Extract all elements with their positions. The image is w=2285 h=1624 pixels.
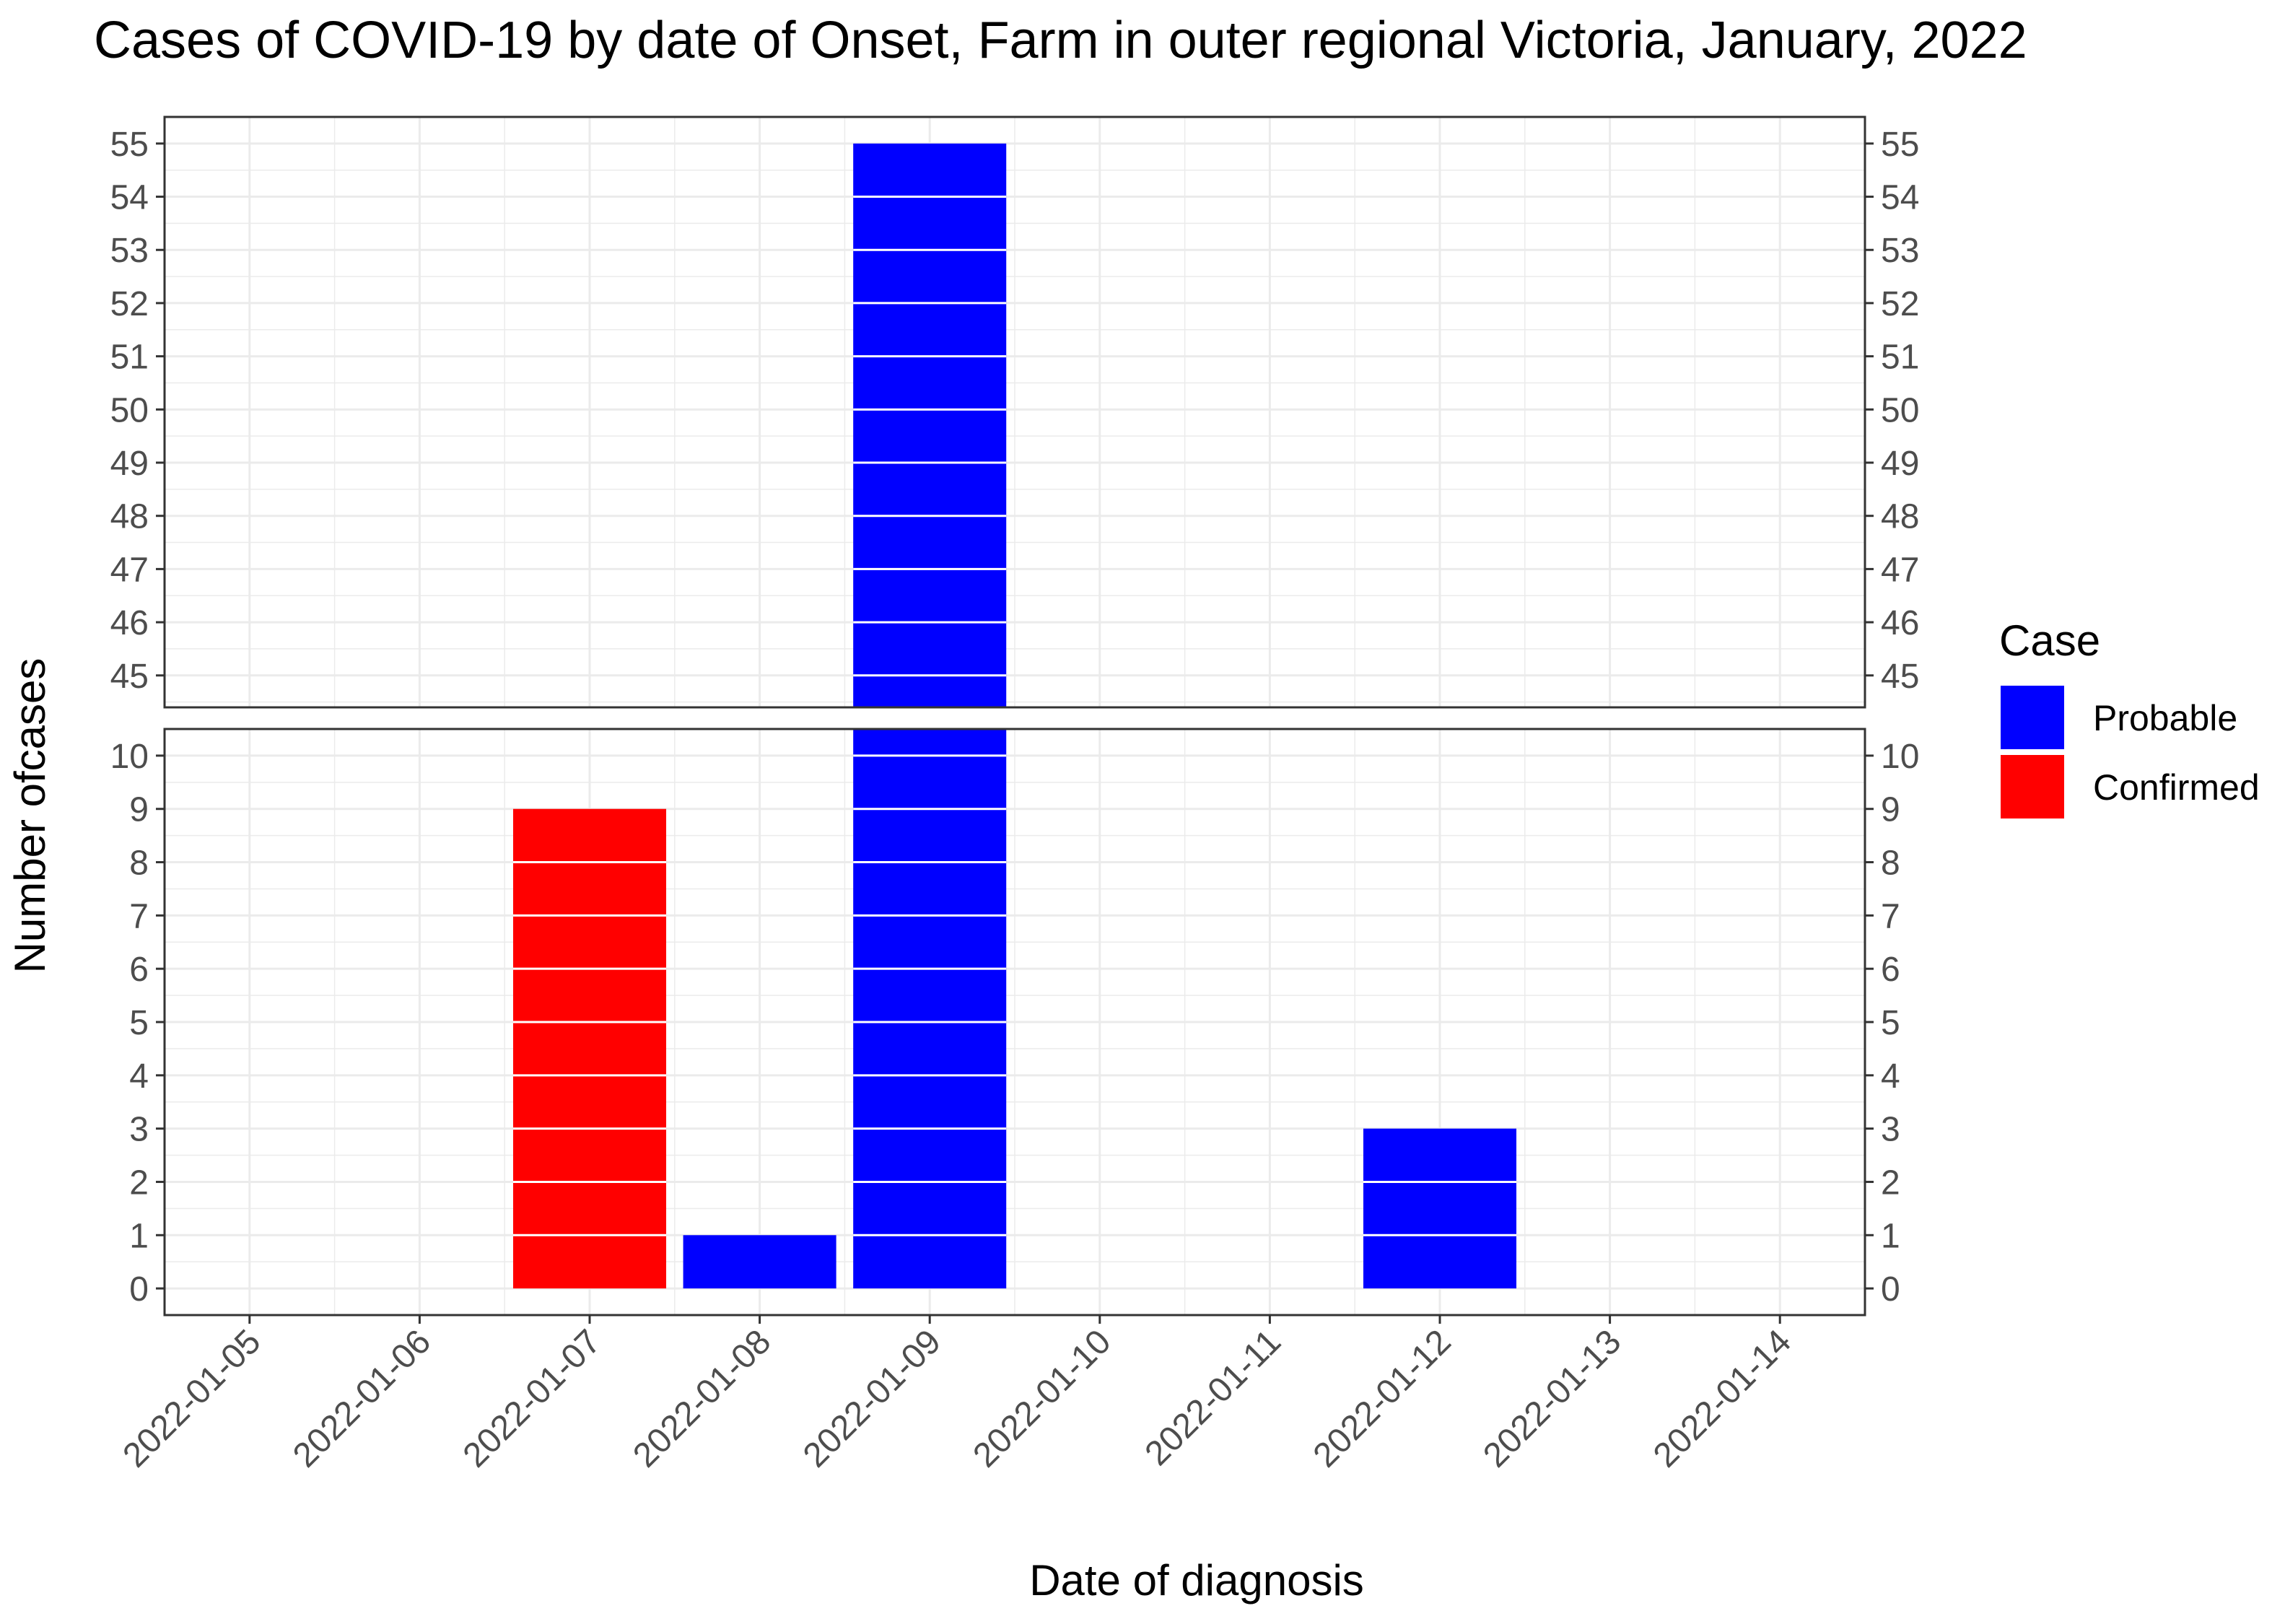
y-tick-label-left: 48 bbox=[110, 498, 149, 536]
legend: Case Probable Confirmed bbox=[1999, 616, 2260, 818]
bar-confirmed bbox=[512, 808, 667, 1289]
x-axis-ticks: 2022-01-05 2022-01-06 2022-01-07 2022-01-08… bbox=[115, 1315, 1799, 1475]
legend-items: Probable Confirmed bbox=[2001, 686, 2260, 818]
upper-panel bbox=[165, 116, 1865, 707]
y-tick-label-right: 52 bbox=[1881, 285, 1919, 323]
x-tick-label: 2022-01-08 bbox=[626, 1322, 778, 1475]
y-tick-label-left: 8 bbox=[129, 844, 149, 883]
y-tick-label-left: 6 bbox=[129, 951, 149, 989]
y-tick-label-left: 5 bbox=[129, 1004, 149, 1042]
y-tick-label-right: 45 bbox=[1881, 658, 1919, 696]
x-tick-label: 2022-01-13 bbox=[1476, 1322, 1628, 1475]
y-tick-label-right: 53 bbox=[1881, 232, 1919, 270]
y-tick-label-left: 9 bbox=[129, 791, 149, 829]
x-tick-label: 2022-01-14 bbox=[1646, 1322, 1799, 1475]
y-tick-label-left: 49 bbox=[110, 445, 149, 483]
bar-probable bbox=[853, 143, 1007, 707]
y-tick-label-left: 52 bbox=[110, 285, 149, 323]
upper-panel-grid bbox=[165, 116, 1865, 707]
y-tick-label-left: 50 bbox=[110, 391, 149, 429]
y-tick-label-left: 10 bbox=[110, 738, 149, 776]
bars bbox=[512, 143, 1517, 1289]
y-tick-label-right: 5 bbox=[1881, 1004, 1900, 1042]
y-axis-title: Number ofcases bbox=[6, 658, 54, 974]
y-tick-label-left: 3 bbox=[129, 1111, 149, 1149]
upper-panel-border bbox=[163, 115, 1866, 709]
x-axis-title: Date of diagnosis bbox=[1029, 1556, 1364, 1605]
y-tick-label-right: 6 bbox=[1881, 951, 1900, 989]
x-tick-label: 2022-01-09 bbox=[796, 1322, 948, 1475]
y-tick-label-right: 54 bbox=[1881, 179, 1919, 217]
y-tick-label-left: 51 bbox=[110, 339, 149, 377]
legend-swatch-confirmed bbox=[2001, 755, 2064, 818]
legend-label-probable: Probable bbox=[2093, 698, 2237, 738]
y-tick-label-right: 9 bbox=[1881, 791, 1900, 829]
x-tick-label: 2022-01-07 bbox=[456, 1322, 608, 1475]
bar-probable bbox=[683, 1235, 836, 1289]
x-tick-label: 2022-01-12 bbox=[1306, 1322, 1459, 1475]
y-tick-label-right: 10 bbox=[1881, 738, 1919, 776]
x-tick-label: 2022-01-05 bbox=[115, 1322, 268, 1475]
x-tick-label: 2022-01-10 bbox=[966, 1322, 1118, 1475]
y-tick-label-left: 46 bbox=[110, 604, 149, 642]
y-tick-label-right: 7 bbox=[1881, 897, 1900, 935]
y-tick-label-left: 47 bbox=[110, 551, 149, 589]
y-tick-label-right: 4 bbox=[1881, 1057, 1900, 1096]
y-tick-label-left: 2 bbox=[129, 1164, 149, 1202]
y-tick-label-left: 1 bbox=[129, 1217, 149, 1255]
y-tick-label-left: 54 bbox=[110, 179, 149, 217]
y-tick-label-left: 45 bbox=[110, 658, 149, 696]
legend-title: Case bbox=[1999, 616, 2100, 665]
bar-probable bbox=[853, 729, 1007, 1289]
y-tick-label-right: 46 bbox=[1881, 604, 1919, 642]
lower-panel bbox=[165, 728, 1865, 1316]
x-tick-label: 2022-01-11 bbox=[1138, 1322, 1289, 1473]
x-tick-label: 2022-01-06 bbox=[286, 1322, 438, 1475]
bar-probable bbox=[1363, 1128, 1517, 1289]
y-tick-label-right: 55 bbox=[1881, 126, 1919, 164]
y-tick-label-left: 0 bbox=[129, 1270, 149, 1309]
y-tick-label-right: 8 bbox=[1881, 844, 1900, 883]
y-tick-label-right: 3 bbox=[1881, 1111, 1900, 1149]
y-tick-label-right: 0 bbox=[1881, 1270, 1900, 1309]
y-tick-label-right: 1 bbox=[1881, 1217, 1900, 1255]
y-tick-label-right: 50 bbox=[1881, 391, 1919, 429]
y-tick-label-right: 47 bbox=[1881, 551, 1919, 589]
y-tick-label-left: 7 bbox=[129, 897, 149, 935]
y-tick-label-left: 53 bbox=[110, 232, 149, 270]
y-tick-label-right: 2 bbox=[1881, 1164, 1900, 1202]
chart-title: Cases of COVID-19 by date of Onset, Farm… bbox=[94, 12, 2027, 69]
y-tick-label-left: 4 bbox=[129, 1057, 149, 1096]
y-tick-label-left: 55 bbox=[110, 126, 149, 164]
y-tick-label-right: 51 bbox=[1881, 339, 1919, 377]
legend-swatch-probable bbox=[2001, 686, 2064, 749]
lower-panel-grid bbox=[165, 728, 1865, 1316]
legend-label-confirmed: Confirmed bbox=[2093, 767, 2260, 808]
y-tick-label-right: 49 bbox=[1881, 445, 1919, 483]
y-tick-label-right: 48 bbox=[1881, 498, 1919, 536]
